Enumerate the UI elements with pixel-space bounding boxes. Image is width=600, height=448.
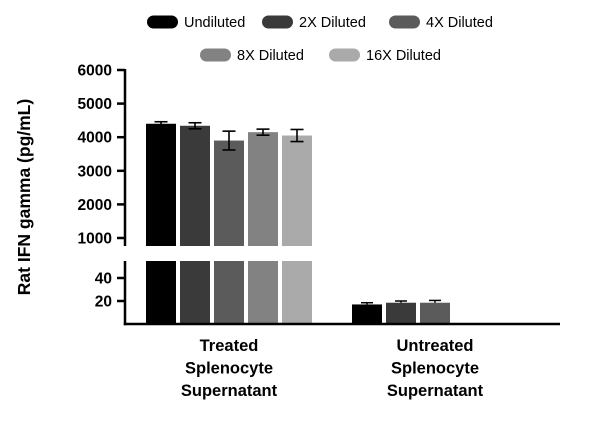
bar-treated-16x-diluted-lower-segment	[282, 261, 312, 324]
group-label-treated-line-2: Splenocyte	[185, 360, 273, 378]
bar-treated-16x-diluted-upper-segment	[282, 135, 312, 246]
y-tick-label-40: 40	[95, 271, 112, 288]
group-label-treated-line-1: Treated	[200, 337, 259, 355]
bar-treated-2x-diluted-lower-segment	[180, 261, 210, 324]
bar-treated-4x-diluted-lower-segment	[214, 261, 244, 324]
legend-swatch-undiluted	[147, 15, 178, 29]
group-label-treated-line-3: Supernatant	[181, 382, 278, 400]
legend-label-8x-diluted: 8X Diluted	[237, 48, 304, 64]
y-axis-title: Rat IFN gamma (pg/mL)	[14, 99, 34, 295]
legend-swatch-2x-diluted	[262, 15, 293, 29]
y-tick-label-5000: 5000	[78, 96, 112, 113]
legend-label-16x-diluted: 16X Diluted	[366, 48, 441, 64]
y-tick-label-20: 20	[95, 294, 112, 311]
bar-treated-8x-diluted-lower-segment	[248, 261, 278, 324]
bar-treated-8x-diluted-upper-segment	[248, 132, 278, 246]
y-tick-label-2000: 2000	[78, 197, 112, 214]
legend-swatch-16x-diluted	[329, 48, 360, 62]
group-label-untreated-line-2: Splenocyte	[391, 360, 479, 378]
y-tick-label-3000: 3000	[78, 163, 112, 180]
legend-swatch-8x-diluted	[200, 48, 231, 62]
bar-untreated-2x-diluted	[386, 302, 416, 324]
legend-label-2x-diluted: 2X Diluted	[299, 15, 366, 31]
bar-untreated-4x-diluted	[420, 302, 450, 324]
bar-untreated-undiluted	[352, 304, 382, 324]
y-tick-label-1000: 1000	[78, 231, 112, 248]
y-tick-label-4000: 4000	[78, 130, 112, 147]
y-tick-label-6000: 6000	[78, 63, 112, 80]
legend-swatch-4x-diluted	[389, 15, 420, 29]
legend-label-4x-diluted: 4X Diluted	[426, 15, 493, 31]
group-label-untreated-line-3: Supernatant	[387, 382, 484, 400]
bar-treated-undiluted-lower-segment	[146, 261, 176, 324]
legend-label-undiluted: Undiluted	[184, 15, 245, 31]
bar-treated-undiluted-upper-segment	[146, 123, 176, 246]
bar-treated-2x-diluted-upper-segment	[180, 125, 210, 246]
bar-treated-4x-diluted-upper-segment	[214, 140, 244, 246]
group-label-untreated-line-1: Untreated	[396, 337, 473, 355]
